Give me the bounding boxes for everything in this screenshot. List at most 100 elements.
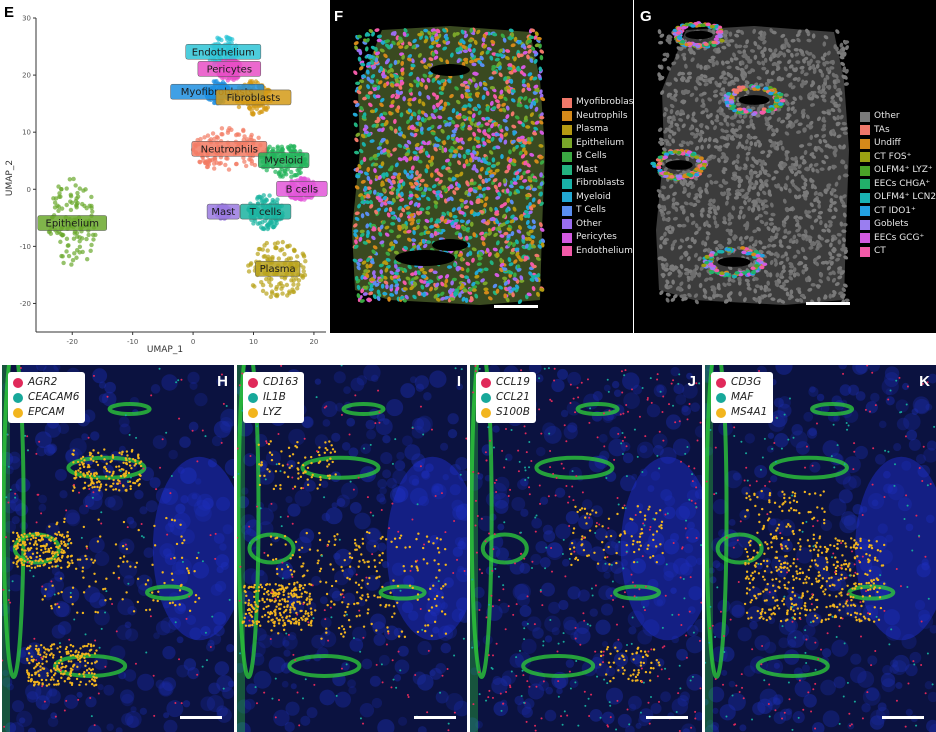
cell-mark bbox=[424, 218, 430, 224]
cell-mark bbox=[474, 274, 480, 279]
cell-mark bbox=[731, 205, 736, 211]
umap-point bbox=[282, 171, 287, 176]
cell-mark bbox=[756, 76, 762, 80]
cell-mark bbox=[767, 124, 773, 129]
cell-mark bbox=[380, 138, 385, 143]
cell-mark bbox=[773, 170, 779, 174]
cell-mark bbox=[785, 256, 790, 262]
cell-mark bbox=[495, 195, 501, 200]
cell-mark bbox=[381, 172, 386, 177]
cell-mark bbox=[690, 184, 696, 189]
legend-swatch bbox=[562, 111, 572, 122]
cell-mark bbox=[744, 64, 749, 70]
cell-mark bbox=[678, 143, 684, 148]
lumen bbox=[430, 64, 470, 76]
umap-point bbox=[297, 196, 302, 201]
umap-point bbox=[296, 282, 301, 287]
cell-mark bbox=[686, 256, 691, 262]
cell-mark bbox=[366, 76, 371, 82]
cell-mark bbox=[463, 57, 469, 62]
cell-mark bbox=[840, 61, 846, 67]
cell-mark bbox=[391, 179, 396, 185]
cell-mark bbox=[457, 224, 461, 230]
cell-mark bbox=[710, 59, 715, 65]
cell-mark bbox=[380, 97, 385, 103]
cell-mark bbox=[690, 152, 696, 157]
cell-mark bbox=[374, 282, 380, 287]
cell-mark bbox=[537, 244, 542, 249]
cell-mark bbox=[413, 79, 419, 84]
cell-mark bbox=[733, 57, 739, 61]
cell-mark bbox=[424, 168, 429, 174]
cell-mark bbox=[379, 240, 385, 245]
cell-mark bbox=[765, 288, 772, 292]
cell-mark bbox=[435, 190, 441, 194]
cell-mark bbox=[712, 204, 717, 210]
cell-mark bbox=[729, 39, 735, 43]
cluster-label: B cells bbox=[286, 184, 318, 195]
cell-mark bbox=[527, 72, 533, 77]
cell-mark bbox=[677, 269, 682, 275]
cell-mark bbox=[385, 171, 389, 178]
cell-mark bbox=[475, 198, 481, 203]
cell-mark bbox=[836, 114, 840, 121]
cell-mark bbox=[766, 280, 770, 286]
cell-mark bbox=[524, 243, 529, 249]
legend-label: Neutrophils bbox=[576, 110, 628, 121]
umap-point bbox=[77, 186, 83, 191]
cell-mark bbox=[538, 120, 544, 125]
umap-point bbox=[88, 248, 93, 253]
cell-mark bbox=[708, 198, 713, 204]
cell-mark bbox=[383, 280, 389, 285]
cell-mark bbox=[719, 245, 725, 250]
cell-mark bbox=[841, 46, 846, 52]
cell-mark bbox=[663, 166, 668, 172]
cell-mark bbox=[467, 290, 473, 295]
cell-mark bbox=[729, 214, 734, 220]
cell-mark bbox=[668, 129, 674, 134]
cell-mark bbox=[696, 63, 700, 69]
umap-point bbox=[298, 176, 303, 182]
cell-mark bbox=[809, 120, 814, 126]
cell-mark bbox=[387, 69, 392, 74]
cell-mark bbox=[805, 167, 811, 172]
cell-mark bbox=[762, 294, 768, 298]
cell-mark bbox=[483, 290, 490, 295]
cell-mark bbox=[506, 233, 511, 239]
cell-mark bbox=[778, 140, 783, 146]
cell-mark bbox=[416, 218, 421, 224]
cell-mark bbox=[740, 144, 745, 150]
cell-mark bbox=[489, 206, 493, 212]
cell-mark bbox=[457, 145, 463, 150]
cluster-label-box bbox=[215, 89, 292, 106]
legend-entry: Myeloid bbox=[562, 191, 633, 205]
cell-mark bbox=[410, 217, 415, 222]
cell-mark bbox=[431, 184, 437, 189]
cell-mark bbox=[669, 120, 674, 126]
cell-mark bbox=[505, 207, 509, 213]
umap-point bbox=[266, 222, 271, 227]
cell-mark bbox=[492, 247, 498, 252]
cell-mark bbox=[370, 59, 375, 66]
umap-point bbox=[215, 35, 220, 41]
cell-mark bbox=[844, 68, 849, 74]
cell-mark bbox=[836, 87, 842, 92]
cell-mark bbox=[700, 144, 704, 150]
cell-mark bbox=[438, 144, 443, 150]
cell-mark bbox=[513, 36, 518, 42]
cell-mark bbox=[402, 96, 406, 102]
cell-mark bbox=[513, 56, 517, 62]
cell-mark bbox=[705, 182, 709, 188]
cell-mark bbox=[436, 195, 441, 201]
cell-mark bbox=[483, 267, 489, 272]
cell-mark bbox=[378, 263, 384, 268]
cell-mark bbox=[799, 155, 805, 160]
cell-mark bbox=[479, 166, 484, 172]
cell-mark bbox=[770, 297, 776, 301]
cell-mark bbox=[417, 109, 422, 115]
cell-mark bbox=[843, 173, 849, 178]
cell-mark bbox=[540, 242, 545, 248]
umap-point bbox=[84, 236, 89, 242]
cell-mark bbox=[407, 237, 412, 242]
cell-mark bbox=[360, 213, 365, 219]
